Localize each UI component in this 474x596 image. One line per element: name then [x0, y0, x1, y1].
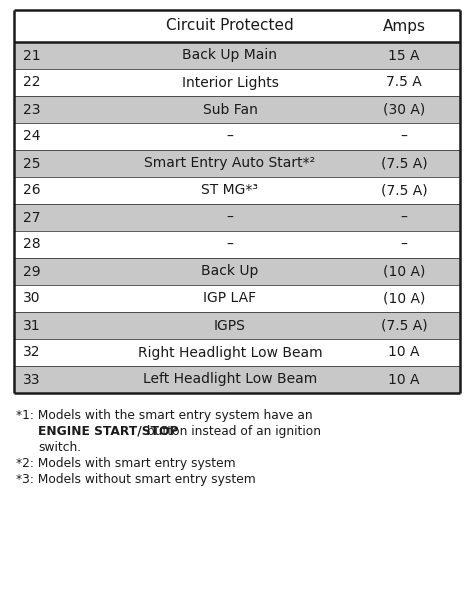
Text: Back Up: Back Up	[201, 265, 259, 278]
Text: 25: 25	[23, 157, 41, 170]
Text: 10 A: 10 A	[388, 372, 420, 386]
Bar	[14, 204, 460, 231]
Bar	[14, 258, 460, 285]
Text: (10 A): (10 A)	[383, 265, 425, 278]
Bar	[14, 123, 460, 150]
Bar	[14, 42, 460, 69]
Text: –: –	[401, 237, 408, 252]
Text: 32: 32	[23, 346, 41, 359]
Text: –: –	[401, 210, 408, 225]
Text: 28: 28	[23, 237, 41, 252]
Text: 27: 27	[23, 210, 41, 225]
Text: (30 A): (30 A)	[383, 103, 425, 116]
Text: 31: 31	[23, 318, 41, 333]
Text: Right Headlight Low Beam: Right Headlight Low Beam	[137, 346, 322, 359]
Text: (7.5 A): (7.5 A)	[381, 318, 428, 333]
Text: *1: Models with the smart entry system have an: *1: Models with the smart entry system h…	[16, 409, 313, 422]
Text: Left Headlight Low Beam: Left Headlight Low Beam	[143, 372, 317, 386]
Text: Smart Entry Auto Start*²: Smart Entry Auto Start*²	[145, 157, 316, 170]
Text: 10 A: 10 A	[388, 346, 420, 359]
Text: 33: 33	[23, 372, 41, 386]
Text: Circuit Protected: Circuit Protected	[166, 18, 294, 33]
Text: Sub Fan: Sub Fan	[202, 103, 257, 116]
Bar	[14, 366, 460, 393]
Text: 23: 23	[23, 103, 41, 116]
Text: 22: 22	[23, 76, 41, 89]
Text: 21: 21	[23, 48, 41, 63]
Text: –: –	[227, 237, 233, 252]
Text: 24: 24	[23, 129, 41, 144]
Text: 7.5 A: 7.5 A	[386, 76, 422, 89]
Text: *3: Models without smart entry system: *3: Models without smart entry system	[16, 473, 256, 486]
Text: 26: 26	[23, 184, 41, 197]
Text: –: –	[227, 210, 233, 225]
Text: ST MG*³: ST MG*³	[201, 184, 258, 197]
Bar	[14, 285, 460, 312]
Bar	[14, 231, 460, 258]
Text: Back Up Main: Back Up Main	[182, 48, 277, 63]
Bar	[14, 10, 460, 42]
Bar	[14, 69, 460, 96]
Text: button instead of an ignition: button instead of an ignition	[144, 425, 321, 438]
Text: 29: 29	[23, 265, 41, 278]
Bar	[14, 177, 460, 204]
Text: –: –	[227, 129, 233, 144]
Text: IGPS: IGPS	[214, 318, 246, 333]
Text: 30: 30	[23, 291, 41, 306]
Bar	[14, 339, 460, 366]
Text: (10 A): (10 A)	[383, 291, 425, 306]
Text: Amps: Amps	[383, 18, 426, 33]
Text: *2: Models with smart entry system: *2: Models with smart entry system	[16, 457, 236, 470]
Text: switch.: switch.	[38, 441, 81, 454]
Bar	[14, 150, 460, 177]
Text: 15 A: 15 A	[388, 48, 420, 63]
Text: (7.5 A): (7.5 A)	[381, 157, 428, 170]
Bar	[14, 312, 460, 339]
Text: ENGINE START/STOP: ENGINE START/STOP	[38, 425, 179, 438]
Bar	[14, 96, 460, 123]
Text: IGP LAF: IGP LAF	[203, 291, 256, 306]
Text: (7.5 A): (7.5 A)	[381, 184, 428, 197]
Text: Interior Lights: Interior Lights	[182, 76, 278, 89]
Text: –: –	[401, 129, 408, 144]
